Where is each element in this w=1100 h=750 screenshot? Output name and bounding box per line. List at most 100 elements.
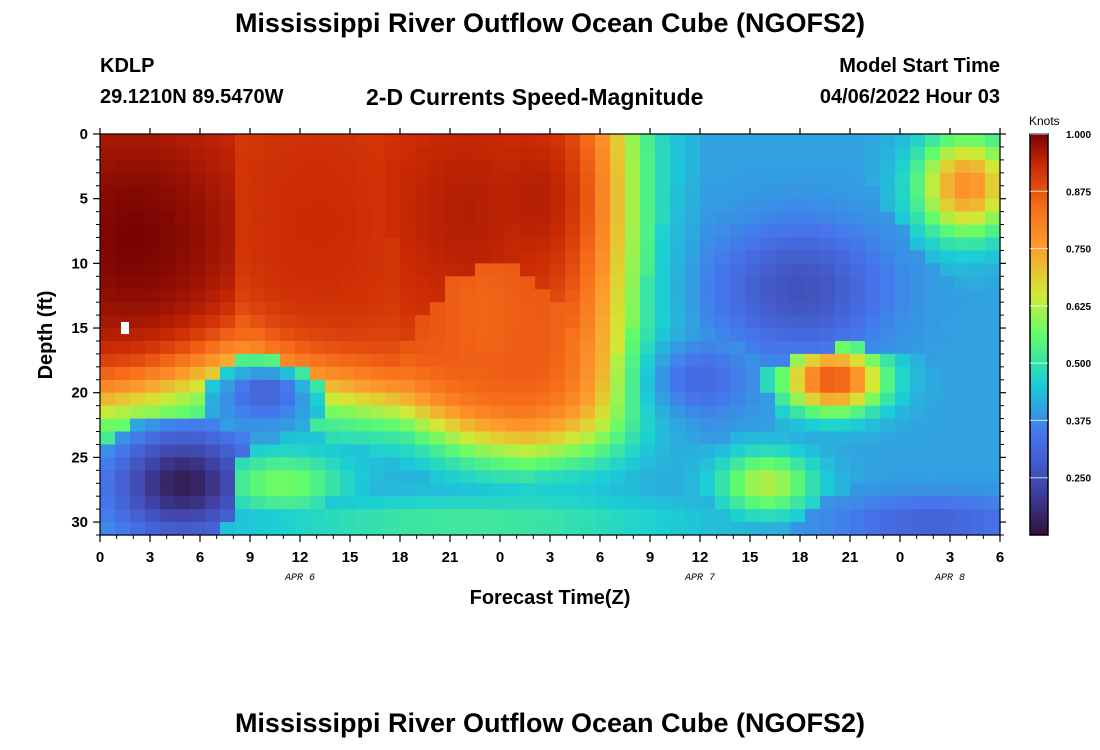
heat-cell	[280, 159, 296, 174]
heat-cell	[340, 237, 356, 252]
heat-cell	[400, 276, 416, 290]
heat-cell	[430, 431, 446, 446]
heat-cell	[385, 470, 401, 484]
heat-cell	[220, 302, 236, 316]
heat-cell	[640, 289, 656, 303]
heat-cell	[790, 418, 806, 433]
heat-cell	[595, 146, 611, 161]
heat-cell	[130, 146, 146, 161]
heat-cell	[850, 328, 866, 342]
heat-cell	[760, 302, 776, 316]
colorbar-tick-label: 0.250	[1066, 474, 1091, 485]
heat-cell	[865, 470, 881, 484]
heat-cell	[640, 328, 656, 342]
heat-cell	[565, 224, 581, 239]
heat-cell	[985, 340, 1001, 355]
heat-cell	[175, 159, 191, 174]
heat-cell	[400, 405, 416, 420]
heat-cell	[820, 392, 836, 407]
heat-cell	[235, 250, 251, 264]
heat-cell	[370, 392, 386, 407]
heat-cell	[520, 457, 536, 471]
heat-cell	[250, 444, 266, 458]
heat-cell	[340, 159, 356, 174]
heat-cell	[790, 276, 806, 290]
heat-cell	[130, 496, 146, 510]
heat-cell	[730, 146, 746, 161]
heat-cell	[295, 185, 311, 200]
heat-cell	[835, 146, 851, 161]
heat-cell	[985, 172, 1001, 187]
heat-cell	[700, 315, 716, 329]
heat-cell	[940, 276, 956, 290]
heat-cell	[325, 198, 341, 213]
heat-cell	[715, 211, 731, 226]
heat-cell	[985, 185, 1001, 200]
heat-cell	[145, 379, 161, 394]
heat-cell	[805, 250, 821, 264]
heat-cell	[175, 366, 191, 381]
heat-cell	[175, 198, 191, 213]
heat-cell	[190, 431, 206, 446]
heat-cell	[220, 392, 236, 407]
heat-cell	[460, 392, 476, 407]
heat-cell	[655, 146, 671, 161]
heat-cell	[475, 496, 491, 510]
heat-cell	[760, 366, 776, 381]
heat-cell	[505, 483, 521, 497]
heat-cell	[445, 146, 461, 161]
heat-cell	[595, 340, 611, 355]
heat-cell	[280, 392, 296, 407]
heat-cell	[970, 159, 986, 174]
heat-cell	[310, 134, 326, 148]
heat-cell	[910, 276, 926, 290]
heat-cell	[205, 185, 221, 200]
heat-cell	[670, 353, 686, 368]
heat-cell	[550, 159, 566, 174]
heat-cell	[670, 198, 686, 213]
heat-cell	[970, 418, 986, 433]
heat-cell	[340, 315, 356, 329]
heat-cell	[895, 224, 911, 239]
heat-cell	[670, 146, 686, 161]
heat-cell	[175, 224, 191, 239]
heat-cell	[775, 159, 791, 174]
heat-cell	[940, 470, 956, 484]
heat-cell	[820, 340, 836, 355]
heat-cell	[355, 237, 371, 252]
heat-cell	[265, 431, 281, 446]
heat-cell	[205, 457, 221, 471]
heat-cell	[625, 302, 641, 316]
heat-cell	[895, 328, 911, 342]
heat-cell	[790, 470, 806, 484]
heat-cell	[700, 509, 716, 523]
heat-cell	[115, 392, 131, 407]
heat-cell	[370, 509, 386, 523]
heat-cell	[610, 509, 626, 523]
heat-cell	[625, 198, 641, 213]
heat-cell	[430, 444, 446, 458]
heat-cell	[145, 146, 161, 161]
heat-cell	[745, 340, 761, 355]
heat-cell	[895, 483, 911, 497]
heat-cell	[685, 444, 701, 458]
heat-cell	[775, 250, 791, 264]
heat-cell	[895, 405, 911, 420]
heat-cell	[145, 457, 161, 471]
heat-cell	[640, 250, 656, 264]
heat-cell	[655, 405, 671, 420]
heat-cell	[340, 185, 356, 200]
heat-cell	[925, 470, 941, 484]
heat-cell	[415, 276, 431, 290]
heat-cell	[955, 237, 971, 252]
heat-cell	[595, 302, 611, 316]
heat-cell	[160, 509, 176, 523]
heat-cell	[745, 522, 761, 536]
heat-cell	[475, 522, 491, 536]
heat-cell	[280, 224, 296, 239]
heat-cell	[820, 237, 836, 252]
heat-cell	[580, 379, 596, 394]
heat-cell	[595, 470, 611, 484]
heat-cell	[415, 224, 431, 239]
heat-cell	[445, 237, 461, 252]
